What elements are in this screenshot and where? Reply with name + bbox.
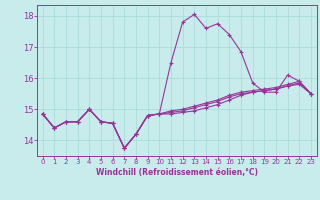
X-axis label: Windchill (Refroidissement éolien,°C): Windchill (Refroidissement éolien,°C) xyxy=(96,168,258,177)
